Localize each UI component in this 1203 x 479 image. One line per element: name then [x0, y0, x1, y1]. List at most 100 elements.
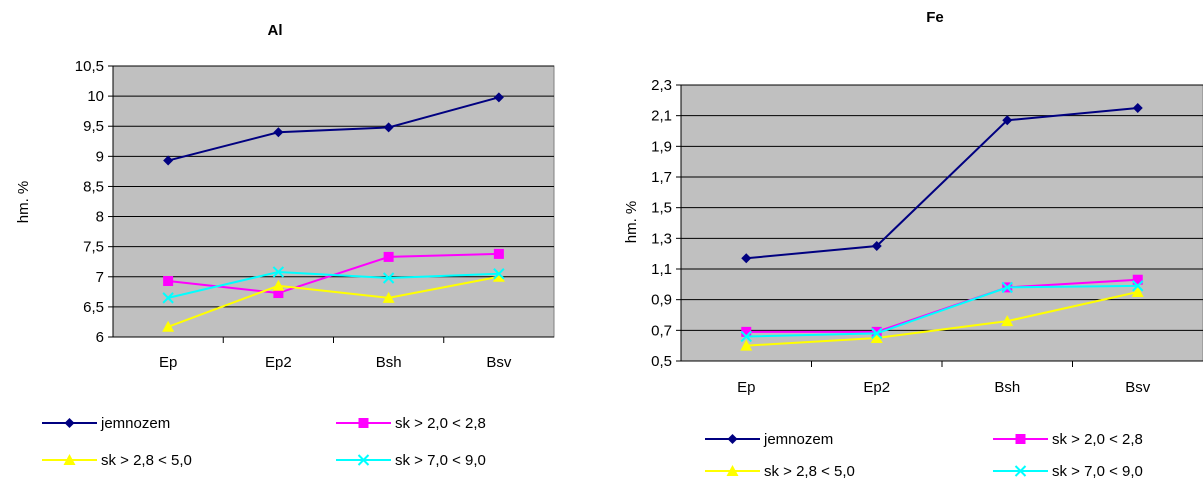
- data-point-marker: [740, 339, 753, 351]
- data-point-marker: [871, 326, 882, 337]
- data-point-marker: [272, 279, 285, 291]
- series-sk-2-8-5-0: [162, 270, 505, 332]
- data-point-marker: [382, 272, 395, 284]
- legend-item: jemnozem: [42, 415, 170, 432]
- data-point-marker: [1001, 315, 1014, 327]
- x-tick-label: Ep2: [265, 354, 292, 371]
- legend-item: sk > 7,0 < 9,0: [336, 452, 486, 469]
- data-point-marker: [493, 248, 504, 259]
- data-point-marker: [162, 292, 174, 304]
- data-point-marker: [162, 320, 175, 332]
- y-tick-label: 1,9: [651, 138, 672, 155]
- series-line: [167, 270, 499, 299]
- x-tick-label: Bsv: [1125, 379, 1151, 396]
- data-point-marker: [1001, 281, 1013, 294]
- y-axis-label: hm. %: [623, 201, 640, 244]
- y-tick-label: 8,5: [83, 178, 104, 195]
- y-tick-label: 9,5: [83, 118, 104, 135]
- legend-marker: [64, 418, 75, 428]
- x-tick-label: Bsv: [486, 354, 512, 371]
- data-point-marker: [1132, 103, 1143, 113]
- y-tick-label: 6: [96, 329, 104, 346]
- data-point-marker: [383, 251, 394, 262]
- legend-marker: [1015, 434, 1026, 444]
- chart-title: Al: [268, 22, 283, 39]
- data-point-marker: [1132, 274, 1143, 285]
- y-tick-label: 0,7: [651, 322, 672, 339]
- data-point-marker: [382, 291, 395, 303]
- y-tick-label: 6,5: [83, 299, 104, 316]
- legend-marker: [726, 465, 739, 476]
- series-jemnozem: [741, 103, 1143, 264]
- y-tick-label: 10: [87, 88, 104, 105]
- y-tick-label: 1,7: [651, 169, 672, 186]
- data-point-marker: [740, 330, 752, 343]
- y-tick-label: 7,5: [83, 239, 104, 256]
- legend-label: sk > 7,0 < 9,0: [395, 452, 486, 469]
- data-point-marker: [163, 275, 174, 286]
- x-tick-label: Ep: [737, 379, 755, 396]
- y-tick-label: 9: [96, 148, 104, 165]
- legend-label: sk > 7,0 < 9,0: [1052, 463, 1143, 479]
- data-point-marker: [871, 241, 882, 251]
- plot-area: [680, 84, 1203, 362]
- series-jemnozem: [163, 92, 504, 166]
- legend-marker: [63, 454, 76, 465]
- y-tick-label: 8: [96, 209, 104, 226]
- x-tick-label: Ep: [159, 354, 177, 371]
- x-tick-label: Bsh: [994, 379, 1020, 396]
- legend-item: sk > 2,0 < 2,8: [336, 415, 486, 432]
- legend-label: sk > 2,8 < 5,0: [764, 463, 855, 479]
- legend-label: sk > 2,8 < 5,0: [101, 452, 192, 469]
- al-chart: Al 6 6,5 7 7,5 8 8,5 9 9,5 10 10,5 Ep Ep2 Bsh Bsv hm. %…: [15, 22, 555, 469]
- data-point-marker: [163, 155, 174, 166]
- data-point-marker: [492, 270, 505, 282]
- data-point-marker: [493, 92, 504, 103]
- series-sk-2-8-5-0: [740, 286, 1144, 351]
- y-tick-label: 7: [96, 269, 104, 286]
- legend-marker: [727, 434, 738, 444]
- data-point-marker: [871, 327, 883, 340]
- data-point-marker: [870, 332, 883, 343]
- series-sk-7-0-9-0: [162, 266, 505, 304]
- fe-chart: Fe 0,5 0,7 0,9 1,1 1,3 1,5 1,7 1,9 2,1 2,3 Ep Ep2 Bsh…: [623, 9, 1203, 479]
- data-point-marker: [1131, 286, 1144, 297]
- legend-label: jemnozem: [763, 431, 833, 448]
- data-point-marker: [383, 122, 394, 133]
- y-tick-label: 2,3: [651, 77, 672, 94]
- data-point-marker: [272, 266, 285, 278]
- legend-label: jemnozem: [100, 415, 170, 432]
- x-tick-label: Bsh: [376, 354, 402, 371]
- x-tick-label: Ep2: [863, 379, 890, 396]
- series-line: [746, 291, 1138, 347]
- data-point-marker: [741, 253, 752, 264]
- data-point-marker: [493, 268, 505, 280]
- legend-label: sk > 2,0 < 2,8: [395, 415, 486, 432]
- y-tick-label: 0,9: [651, 292, 672, 309]
- legend-item: sk > 7,0 < 9,0: [993, 463, 1143, 479]
- y-tick-label: 2,1: [651, 108, 672, 125]
- data-point-marker: [741, 326, 752, 337]
- series-line: [167, 275, 500, 328]
- chart-title: Fe: [926, 9, 944, 26]
- legend-marker: [357, 454, 370, 466]
- y-axis-label: hm. %: [15, 181, 32, 224]
- data-point-marker: [273, 288, 284, 299]
- data-point-marker: [273, 127, 284, 138]
- legend-item: sk > 2,8 < 5,0: [42, 452, 192, 469]
- y-tick-label: 10,5: [75, 58, 104, 75]
- series-line: [746, 284, 1138, 338]
- legend-item: jemnozem: [705, 431, 833, 448]
- series-line: [746, 107, 1138, 260]
- data-point-marker: [1132, 280, 1144, 292]
- series-line: [167, 96, 500, 162]
- legend-label: sk > 2,0 < 2,8: [1052, 431, 1143, 448]
- y-tick-label: 1,3: [651, 230, 672, 247]
- legend-marker: [358, 418, 369, 428]
- y-tick-label: 1,1: [651, 261, 672, 278]
- y-tick-label: 0,5: [651, 353, 672, 370]
- plot-area: [112, 65, 555, 338]
- series-sk-7-0-9-0: [740, 280, 1144, 343]
- y-tick-label: 1,5: [651, 200, 672, 217]
